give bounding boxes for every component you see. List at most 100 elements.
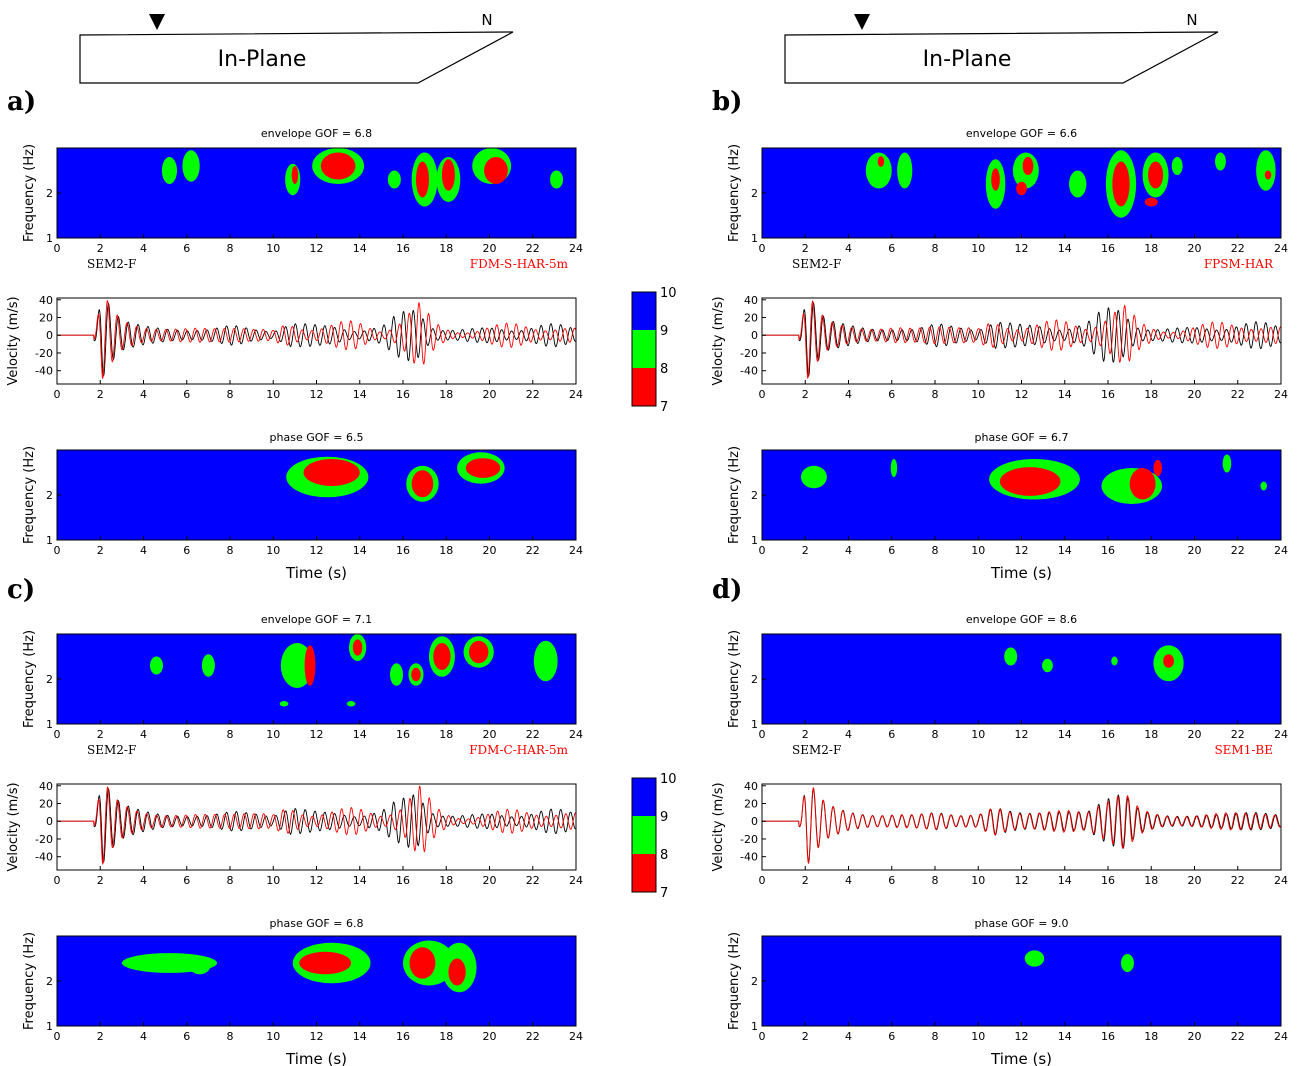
colorbar-level-7 [632,368,656,406]
reference-name: SEM2-F [792,743,841,757]
model-name: SEM1-BE [1214,743,1273,757]
gof-level-7-region [1163,654,1174,668]
x-tick-label: 20 [1188,388,1202,401]
y-tick-label: 20 [744,312,758,325]
x-tick-label: 22 [526,1030,540,1043]
frequency-axis-label: Frequency (Hz) [727,144,742,242]
y-tick-label: -40 [35,851,53,864]
heatmap-title: envelope GOF = 6.8 [261,127,372,140]
gof-level-8-region [1024,950,1045,967]
colorbar-frame [631,291,657,407]
x-tick-label: 0 [759,242,766,255]
y-tick-label: 2 [46,975,53,988]
x-tick-label: 8 [932,874,939,887]
y-tick-label: 0 [751,329,758,342]
x-tick-label: 8 [227,544,234,557]
x-tick-label: 2 [97,388,104,401]
y-tick-label: 40 [744,294,758,307]
gof-level-7-region [1148,161,1164,189]
fault-outline [784,31,1219,84]
x-tick-label: 4 [845,874,852,887]
frequency-axis-label: Frequency (Hz) [727,932,742,1030]
x-tick-label: 18 [1144,544,1158,557]
x-tick-label: 14 [353,544,367,557]
x-tick-label: 8 [227,728,234,741]
x-tick-label: 24 [569,1030,583,1043]
panel-letter: b) [712,87,742,117]
gof-level-7-region [411,667,421,682]
x-tick-label: 4 [845,544,852,557]
x-tick-label: 18 [439,388,453,401]
x-tick-label: 4 [140,728,147,741]
gof-level-7-region [415,161,429,198]
reference-name: SEM2-F [792,257,841,271]
x-tick-label: 10 [266,728,280,741]
x-tick-label: 2 [97,874,104,887]
x-tick-label: 16 [1101,1030,1115,1043]
x-tick-label: 22 [526,242,540,255]
x-tick-label: 12 [1015,544,1029,557]
time-axis-label: Time (s) [285,564,347,582]
x-tick-label: 6 [888,544,895,557]
y-tick-label: 20 [39,312,53,325]
velocity-axis-label: Velocity (m/s) [711,782,726,871]
heatmap-blobs [800,454,1267,504]
x-tick-label: 14 [1058,728,1072,741]
gof-level-8-region [280,643,314,688]
x-tick-label: 8 [932,242,939,255]
x-tick-label: 18 [1144,874,1158,887]
diagram-label: In-Plane [218,47,307,72]
fault-diagram: In-Plane N [79,11,514,84]
colorbar: 10 9 8 7 [631,772,677,901]
velocity-background [762,784,1281,870]
panel-letter: a) [7,87,36,117]
gof-level-7-region [291,166,299,184]
y-tick-label: 1 [46,232,53,245]
time-axis-label: Time (s) [990,1050,1052,1066]
y-tick-label: 40 [744,780,758,793]
y-tick-label: -20 [740,347,758,360]
x-tick-label: 22 [526,388,540,401]
north-label: N [481,11,492,29]
heatmap-title: phase GOF = 6.7 [975,431,1069,444]
colorbar-tick-label: 10 [660,286,677,301]
y-tick-label: -20 [740,833,758,846]
x-tick-label: 16 [1101,242,1115,255]
x-tick-label: 14 [353,388,367,401]
x-tick-label: 6 [183,388,190,401]
x-tick-label: 8 [932,388,939,401]
x-tick-label: 8 [227,1030,234,1043]
y-tick-label: 0 [751,815,758,828]
x-tick-label: 18 [439,242,453,255]
x-tick-label: 2 [97,1030,104,1043]
colorbar-level-7 [632,854,656,892]
x-tick-label: 24 [1274,388,1288,401]
colorbar-level-9 [632,292,656,330]
x-tick-label: 14 [353,728,367,741]
velocity-traces [762,787,1281,865]
x-tick-label: 6 [888,1030,895,1043]
heatmap-blobs [865,150,1276,218]
x-tick-label: 12 [1015,242,1029,255]
gof-level-8-region [387,170,401,189]
gof-level-7-region [411,470,434,498]
x-tick-label: 14 [1058,874,1072,887]
gof-level-7-region [352,639,363,656]
north-label: N [1186,11,1197,29]
x-tick-label: 20 [483,242,497,255]
gof-level-7-region [409,947,436,979]
x-tick-label: 16 [396,728,410,741]
heatmap-title: phase GOF = 6.5 [270,431,364,444]
gof-level-8-region [550,170,564,189]
x-tick-label: 20 [483,874,497,887]
x-tick-label: 16 [396,388,410,401]
colorbar-tick-label: 8 [660,362,668,377]
x-tick-label: 6 [888,388,895,401]
x-tick-label: 16 [396,242,410,255]
gof-level-7-region [1264,170,1272,180]
